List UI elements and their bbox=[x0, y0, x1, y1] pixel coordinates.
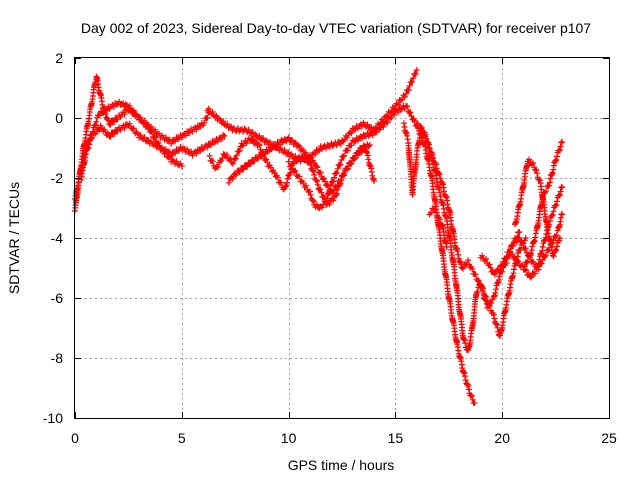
plot-frame bbox=[74, 57, 610, 419]
y-tick-label: -2 bbox=[51, 170, 64, 186]
x-tick-labels: 0 5 10 15 20 25 bbox=[71, 430, 617, 446]
y-tick-label: -4 bbox=[51, 230, 64, 246]
y-tick-label: 0 bbox=[55, 110, 63, 126]
series-satellite-track-9 bbox=[413, 120, 529, 339]
series-satellite-track-3 bbox=[78, 120, 228, 183]
x-axis-title: GPS time / hours bbox=[288, 457, 395, 473]
series-markers bbox=[507, 184, 565, 281]
series-markers bbox=[204, 67, 420, 165]
series-markers bbox=[78, 120, 228, 183]
axis-ticks bbox=[75, 58, 610, 419]
x-tick-label: 10 bbox=[281, 430, 297, 446]
series-satellite-track-10 bbox=[426, 205, 450, 250]
series-markers bbox=[413, 120, 529, 339]
grid bbox=[75, 58, 609, 418]
chart-title: Day 002 of 2023, Sidereal Day-to-day VTE… bbox=[81, 20, 591, 36]
x-tick-label: 20 bbox=[494, 430, 510, 446]
series-markers bbox=[285, 102, 478, 406]
series-satellite-track-4 bbox=[204, 67, 420, 165]
series-satellite-track-14 bbox=[507, 184, 565, 281]
y-tick-label: -8 bbox=[51, 350, 64, 366]
y-axis-title: SDTVAR / TECUs bbox=[6, 182, 22, 294]
x-tick-label: 0 bbox=[71, 430, 79, 446]
y-tick-label: 2 bbox=[55, 50, 63, 66]
series-satellite-track-7 bbox=[285, 102, 478, 406]
x-tick-label: 25 bbox=[601, 430, 617, 446]
y-tick-label: -6 bbox=[51, 290, 64, 306]
y-tick-label: -10 bbox=[43, 410, 63, 426]
x-tick-label: 5 bbox=[178, 430, 186, 446]
data-series bbox=[72, 67, 565, 406]
x-tick-label: 15 bbox=[388, 430, 404, 446]
y-tick-labels: -10 -8 -6 -4 -2 0 2 bbox=[43, 50, 63, 426]
series-markers bbox=[426, 205, 450, 250]
